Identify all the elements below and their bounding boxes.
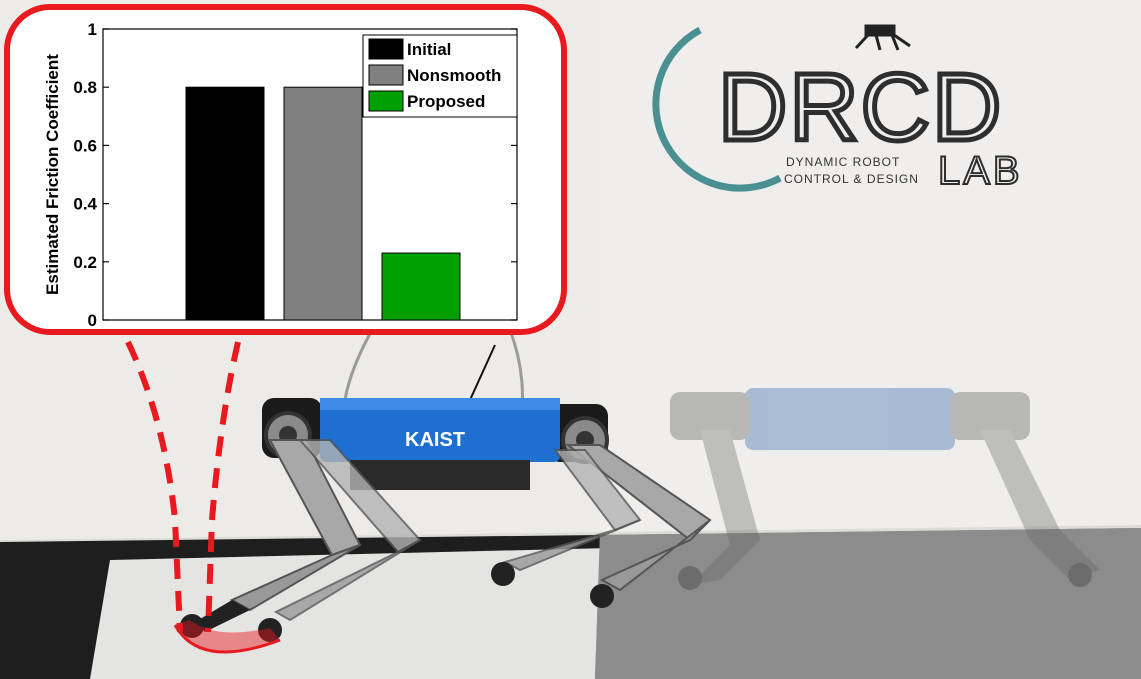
legend-label: Proposed: [407, 92, 485, 111]
y-tick-label: 0: [88, 311, 97, 329]
y-tick-label: 1: [88, 20, 97, 39]
y-tick-label: 0.4: [73, 195, 97, 214]
robot-body: [320, 398, 560, 462]
chart-callout: 0 0.2 0.4 0.6 0.8 1 Estimated Friction Coeffi…: [4, 4, 567, 335]
ghost-robot: [670, 388, 1100, 590]
legend-label: Initial: [407, 40, 451, 59]
y-tick-label: 0.8: [73, 78, 97, 97]
chart-y-ticks: 0 0.2 0.4 0.6 0.8 1: [73, 20, 517, 329]
drcd-logo: DRCD DYNAMIC ROBOT CONTROL & DESIGN LAB: [652, 24, 1023, 194]
logo-sub-line1: DYNAMIC ROBOT: [786, 155, 900, 169]
chart-legend: Initial Nonsmooth Proposed: [362, 34, 518, 118]
bar-nonsmooth: [283, 86, 363, 321]
wall-right: [600, 0, 1141, 540]
robot-brand-label: KAIST: [405, 429, 465, 451]
legend-label: Nonsmooth: [407, 66, 501, 85]
foot-annotation: [125, 340, 281, 654]
y-tick-label: 0.2: [73, 253, 97, 272]
logo-ring: [652, 26, 782, 192]
y-tick-label: 0.6: [73, 136, 97, 155]
logo-robot-icon: [854, 24, 911, 51]
bar-proposed: [381, 252, 461, 321]
legend-swatch: [368, 64, 404, 86]
white-floor-patch: [90, 548, 610, 679]
legend-swatch: [368, 90, 404, 112]
legend-swatch: [368, 38, 404, 60]
logo-main-text: DRCD: [718, 54, 1003, 161]
quadruped-robot: KAIST: [180, 398, 712, 642]
bar-initial: [185, 86, 265, 321]
logo-lab-text: LAB: [938, 149, 1023, 193]
logo-sub-line2: CONTROL & DESIGN: [784, 172, 919, 186]
friction-bar-chart: 0 0.2 0.4 0.6 0.8 1 Estimated Friction Coeffi…: [43, 20, 518, 329]
chart-bars: [185, 86, 461, 321]
ghost-overlay-floor: [595, 528, 1141, 679]
y-axis-label: Estimated Friction Coefficient: [43, 54, 62, 295]
